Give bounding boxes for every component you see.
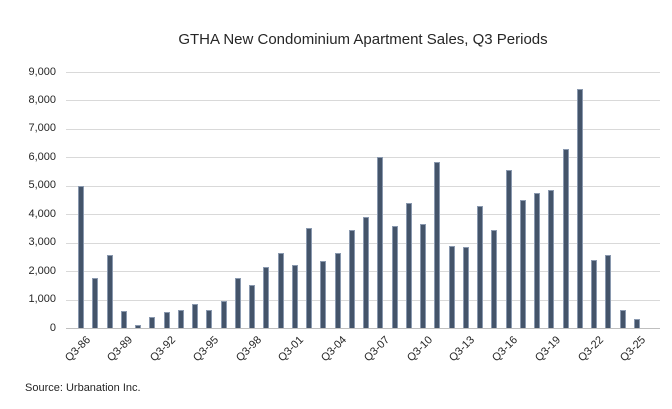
bar-q3-05 — [348, 230, 355, 328]
bar-q3-92 — [163, 312, 170, 328]
y-tick-label: 9,000 — [28, 65, 56, 78]
bar-q3-91 — [149, 317, 156, 328]
bar-q3-10 — [420, 224, 427, 328]
x-tick-label: Q3-25 — [618, 334, 649, 365]
bar-q3-88 — [106, 255, 113, 328]
y-tick-label: 5,000 — [28, 179, 56, 192]
x-tick-label: Q3-16 — [490, 334, 521, 365]
gridline — [66, 299, 660, 301]
bar-q3-93 — [177, 310, 184, 328]
y-tick-label: 1,000 — [28, 293, 56, 306]
gridline — [66, 214, 660, 216]
y-tick-label: 2,000 — [28, 264, 56, 277]
bar-q3-25 — [633, 319, 640, 328]
bar-q3-14 — [477, 206, 484, 328]
x-tick-label: Q3-92 — [148, 334, 179, 365]
x-tick-label: Q3-86 — [62, 334, 93, 365]
bar-q3-13 — [462, 247, 469, 328]
gridline — [66, 128, 660, 130]
bar-q3-94 — [192, 304, 199, 328]
bar-q3-87 — [92, 278, 99, 328]
x-tick-label: Q3-13 — [447, 334, 478, 365]
bar-q3-95 — [206, 310, 213, 328]
bar-q3-24 — [619, 310, 626, 328]
bar-q3-11 — [434, 162, 441, 328]
x-tick-label: Q3-98 — [233, 334, 264, 365]
x-tick-label: Q3-95 — [190, 334, 221, 365]
plot-area — [66, 72, 660, 329]
bar-q3-17 — [519, 200, 526, 328]
y-tick-label: 0 — [49, 321, 56, 334]
x-tick-label: Q3-04 — [319, 334, 350, 365]
gridline — [66, 271, 660, 273]
x-tick-label: Q3-22 — [575, 334, 606, 365]
y-tick-label: 3,000 — [28, 236, 56, 249]
bar-q3-99 — [263, 267, 270, 328]
bar-q3-18 — [534, 193, 541, 328]
bar-q3-08 — [391, 226, 398, 328]
bar-q3-00 — [277, 253, 284, 328]
bar-q3-12 — [448, 246, 455, 328]
x-tick-label: Q3-19 — [532, 334, 563, 365]
source-note: Source: Urbanation Inc. — [25, 382, 141, 394]
gridline — [66, 100, 660, 102]
bar-q3-06 — [363, 217, 370, 328]
y-tick-label: 4,000 — [28, 207, 56, 220]
bar-q3-15 — [491, 230, 498, 328]
gridline — [66, 185, 660, 187]
gridline — [66, 157, 660, 159]
y-tick-label: 6,000 — [28, 150, 56, 163]
bar-q3-96 — [220, 301, 227, 328]
x-tick-label: Q3-10 — [404, 334, 435, 365]
bar-q3-04 — [334, 253, 341, 328]
y-tick-label: 8,000 — [28, 93, 56, 106]
gridline — [66, 72, 660, 73]
bar-q3-98 — [249, 285, 256, 328]
bar-q3-19 — [548, 190, 555, 328]
bar-q3-03 — [320, 261, 327, 328]
bar-q3-16 — [505, 170, 512, 328]
bar-q3-90 — [135, 325, 142, 328]
bar-q3-02 — [306, 228, 313, 328]
gridline — [66, 242, 660, 244]
x-tick-label: Q3-07 — [361, 334, 392, 365]
bar-q3-21 — [576, 89, 583, 328]
bar-q3-86 — [78, 186, 85, 328]
bar-q3-97 — [234, 278, 241, 328]
x-tick-label: Q3-01 — [276, 334, 307, 365]
bar-q3-20 — [562, 149, 569, 328]
bar-q3-07 — [377, 157, 384, 328]
bar-q3-01 — [291, 265, 298, 328]
bar-q3-09 — [405, 203, 412, 328]
bar-q3-89 — [120, 311, 127, 328]
bar-q3-22 — [591, 260, 598, 328]
bar-q3-23 — [605, 255, 612, 328]
y-tick-label: 7,000 — [28, 122, 56, 135]
chart-title: GTHA New Condominium Apartment Sales, Q3… — [178, 31, 548, 48]
x-tick-label: Q3-89 — [105, 334, 136, 365]
